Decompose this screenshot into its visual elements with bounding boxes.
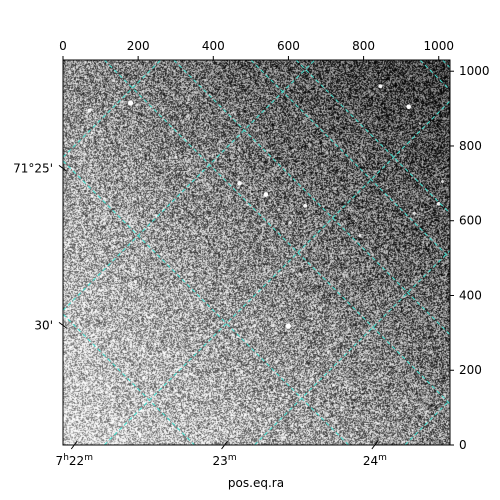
star-source — [412, 211, 416, 215]
plot-frame — [62, 59, 451, 446]
star-source — [411, 428, 414, 432]
star-source — [268, 238, 271, 241]
ra-grid-line — [103, 60, 450, 405]
dec-grid-line — [103, 100, 450, 445]
ra-tick-mark — [371, 440, 379, 450]
star-source — [441, 180, 444, 183]
x-axis-title: pos.eq.ra — [228, 476, 284, 490]
y-tick-label: 1000 — [459, 64, 490, 78]
ra-grid-line — [173, 60, 450, 336]
ra-axis-bottom: 7h22m 23m 24m — [56, 440, 387, 468]
star-source — [263, 192, 269, 197]
star-source — [362, 156, 365, 159]
star-sources — [84, 84, 444, 439]
star-source — [437, 376, 440, 379]
ra-grid-line — [63, 313, 195, 445]
star-source — [107, 240, 110, 243]
star-source — [418, 122, 421, 125]
ra-grid-line — [442, 60, 450, 68]
dec-tick-label: 71°25' — [13, 161, 53, 175]
star-source — [185, 400, 189, 404]
y-tick-label: 800 — [459, 139, 482, 153]
star-source — [285, 323, 291, 329]
ra-grid-line — [295, 60, 450, 214]
x-tick-label: 200 — [127, 39, 150, 53]
ra-tick-label: 24m — [363, 453, 387, 468]
y-tick-label: 0 — [459, 438, 467, 452]
coordinate-grid — [63, 60, 450, 445]
star-source — [237, 181, 242, 186]
pixel-x-axis-top: 0 200 400 600 800 1000 — [59, 39, 454, 60]
x-tick-label: 400 — [202, 39, 225, 53]
star-source — [87, 108, 92, 113]
sky-image-canvas — [63, 60, 450, 445]
dec-tick-label: 30' — [34, 318, 53, 332]
ra-grid-line — [250, 60, 450, 259]
dec-tick-mark — [58, 321, 68, 329]
dec-grid-line — [254, 250, 450, 445]
star-source — [140, 129, 144, 133]
star-source — [253, 323, 257, 327]
star-source — [303, 203, 308, 208]
star-source — [243, 413, 247, 417]
star-source — [197, 305, 200, 308]
star-source — [288, 221, 292, 225]
x-tick-label: 600 — [277, 39, 300, 53]
ra-tick-mark — [221, 440, 228, 450]
star-source — [122, 414, 125, 417]
star-source — [406, 104, 412, 109]
x-tick-label: 800 — [352, 39, 375, 53]
star-source — [358, 234, 362, 238]
star-source — [332, 383, 335, 387]
star-source — [99, 129, 102, 133]
x-tick-label: 1000 — [423, 39, 454, 53]
star-source — [128, 100, 134, 106]
x-tick-label: 0 — [59, 39, 67, 53]
dec-tick-mark — [58, 164, 68, 172]
star-source — [163, 421, 166, 424]
y-tick-label: 400 — [459, 288, 482, 302]
star-source — [240, 370, 243, 374]
star-source — [137, 307, 140, 310]
star-source — [294, 372, 298, 376]
y-tick-label: 600 — [459, 214, 482, 228]
star-source — [283, 436, 287, 439]
star-source — [381, 365, 384, 368]
star-source — [436, 202, 441, 206]
star-source — [279, 271, 283, 275]
star-source — [256, 407, 261, 412]
sky-image — [63, 60, 450, 445]
dec-grid-line — [63, 60, 316, 311]
ra-tick-mark — [70, 440, 78, 450]
ra-tick-label: 23m — [213, 453, 237, 468]
pixel-y-axis-right: 0 200 400 600 800 1000 — [450, 64, 490, 452]
star-source — [174, 155, 178, 159]
dec-grid-line — [63, 60, 162, 158]
star-source — [378, 84, 383, 89]
dec-grid-line — [419, 60, 450, 91]
dec-grid-line — [404, 399, 450, 445]
ra-tick-label: 7h22m — [56, 453, 93, 468]
star-source — [400, 341, 403, 344]
y-tick-label: 200 — [459, 363, 482, 377]
dec-axis-left: 71°25' 30' — [13, 161, 68, 332]
